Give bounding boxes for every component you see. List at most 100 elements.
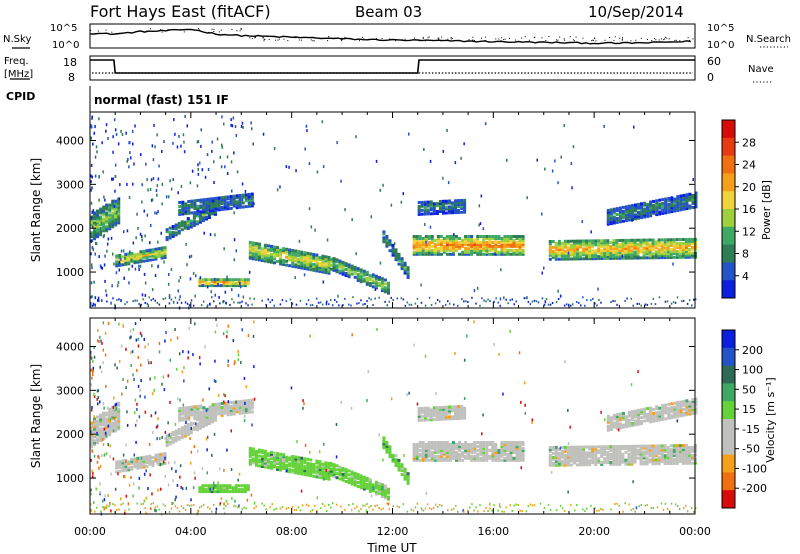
power-cell [276, 246, 279, 250]
power-cell [579, 239, 582, 243]
velocity-cell [560, 445, 564, 449]
nsearch-point [663, 39, 665, 41]
power-cell [204, 282, 208, 286]
power-cell [173, 118, 175, 122]
power-cell [130, 255, 134, 259]
power-cell [388, 300, 390, 303]
velocity-cell [672, 448, 676, 452]
velocity-cell [138, 415, 141, 419]
power-cell [183, 220, 187, 224]
velocity-cell [445, 441, 449, 444]
velocity-cell [576, 455, 579, 459]
power-cell [117, 215, 121, 219]
velocity-cell [612, 447, 616, 451]
power-cell [191, 169, 194, 173]
velocity-cell [163, 388, 166, 392]
power-cell [99, 211, 103, 215]
power-cell [473, 240, 477, 244]
velocity-cell [225, 484, 229, 488]
velocity-cell [235, 408, 239, 412]
power-cell [238, 194, 242, 197]
velocity-cell [388, 445, 392, 449]
power-cell [214, 202, 218, 206]
velocity-cell [226, 403, 230, 407]
power-cell [192, 217, 196, 221]
power-cell [688, 299, 691, 302]
power-cell [144, 281, 147, 285]
power-cell [168, 232, 172, 236]
velocity-cell [383, 490, 387, 494]
power-cell [612, 215, 616, 219]
power-cell [657, 254, 661, 258]
power-cell [303, 259, 307, 263]
velocity-cell [554, 449, 558, 453]
velocity-cell [548, 455, 552, 459]
nsearch-point [504, 38, 506, 40]
power-cell [479, 304, 481, 307]
power-cell [658, 210, 662, 214]
velocity-cell [174, 422, 177, 426]
power-cell [285, 300, 288, 303]
velocity-cell [155, 509, 157, 513]
power-cell [458, 240, 461, 244]
power-cell [105, 293, 108, 297]
power-cell [141, 200, 143, 204]
velocity-cell [288, 462, 292, 466]
velocity-cell [657, 452, 661, 456]
power-cell [299, 299, 302, 302]
velocity-cell [634, 409, 637, 413]
velocity-cell [140, 379, 142, 382]
velocity-cell [557, 455, 561, 459]
power-cell [685, 193, 689, 197]
power-cell [684, 247, 688, 251]
power-cell [425, 240, 427, 244]
power-cell [612, 207, 616, 211]
power-cell [560, 257, 564, 261]
power-cell [445, 238, 449, 242]
velocity-cell [463, 414, 467, 418]
velocity-cell [515, 458, 519, 462]
velocity-cell [554, 457, 558, 461]
velocity-cell [309, 472, 313, 476]
velocity-cell [445, 446, 449, 450]
power-cell [591, 255, 595, 259]
velocity-cell [247, 334, 250, 338]
velocity-cell [657, 456, 661, 460]
power-cell [643, 211, 647, 215]
velocity-cell [174, 328, 176, 331]
power-cell [554, 243, 558, 247]
velocity-cell [455, 446, 458, 450]
velocity-cell [385, 440, 389, 444]
power-cell [433, 242, 437, 246]
power-cell [615, 241, 619, 244]
velocity-cell [223, 411, 227, 415]
nsearch-point [422, 36, 424, 38]
power-cell [371, 275, 375, 279]
power-cell [213, 280, 217, 284]
power-cell [418, 244, 422, 248]
power-cell [433, 252, 437, 256]
velocity-cell [254, 459, 258, 463]
velocity-cell [154, 453, 158, 457]
velocity-cell [424, 456, 428, 460]
power-cell [377, 283, 381, 287]
power-cell [244, 197, 248, 201]
velocity-cell [621, 413, 625, 417]
power-cell [594, 302, 596, 305]
velocity-cell [356, 477, 360, 481]
velocity-cell [114, 421, 118, 425]
velocity-cell [639, 456, 643, 460]
power-cell [127, 256, 131, 260]
power-cell [660, 246, 664, 250]
velocity-cell [282, 457, 286, 461]
velocity-cell [458, 448, 461, 452]
power-cell [254, 248, 258, 251]
velocity-cell [432, 412, 436, 416]
nsearch-series-dots [90, 28, 694, 42]
power-cell [344, 274, 348, 277]
power-cell [154, 299, 156, 302]
power-cell [124, 252, 128, 256]
velocity-cell [139, 394, 141, 398]
power-cell [177, 225, 181, 229]
power-cell [633, 252, 637, 256]
